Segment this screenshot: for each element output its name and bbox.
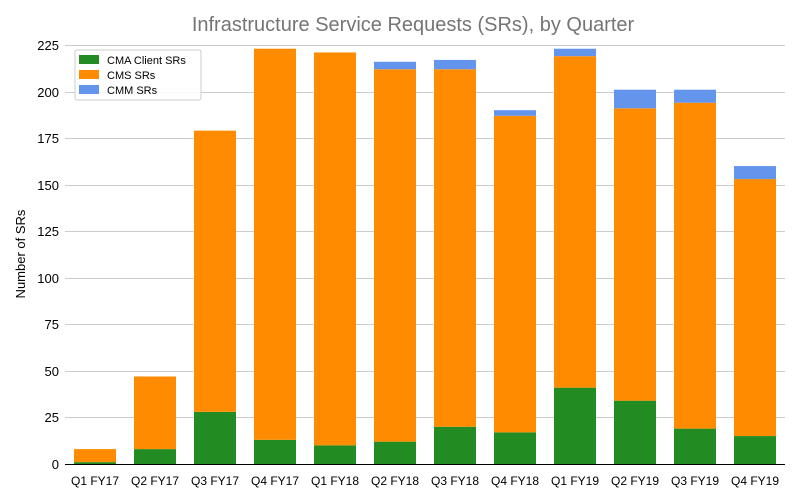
y-tick-label: 75	[45, 317, 59, 332]
legend-swatch	[79, 70, 99, 79]
y-axis-label: Number of SRs	[13, 209, 28, 298]
bar-cma-client-srs-q2-fy18	[374, 441, 416, 464]
y-tick-label: 50	[45, 364, 59, 379]
chart-title: Infrastructure Service Requests (SRs), b…	[192, 14, 635, 36]
y-tick-label: 100	[37, 271, 59, 286]
bar-cms-srs-q3-fy17	[194, 130, 236, 412]
y-tick-label: 25	[45, 410, 59, 425]
bar-cmm-srs-q2-fy19	[614, 89, 656, 109]
bar-cms-srs-q4-fy17	[254, 48, 296, 440]
y-axis-ticks: 0 25 50 75 100 125 150 175 200 225	[37, 38, 59, 472]
y-tick-label: 175	[37, 131, 59, 146]
bar-cma-client-srs-q4-fy18	[494, 432, 536, 464]
legend-swatch	[79, 85, 99, 94]
bar-cms-srs-q3-fy19	[674, 102, 716, 429]
bar-cma-client-srs-q2-fy17	[134, 449, 176, 464]
bar-cmm-srs-q2-fy18	[374, 61, 416, 70]
x-tick-label: Q2 FY18	[371, 474, 419, 488]
x-axis-ticks: Q1 FY17 Q2 FY17 Q3 FY17 Q4 FY17 Q1 FY18 Q2 FY…	[71, 474, 779, 488]
y-tick-label: 150	[37, 178, 59, 193]
x-tick-label: Q4 FY18	[491, 474, 539, 488]
bar-cmm-srs-q1-fy19	[554, 48, 596, 57]
bar-cmm-srs-q4-fy19	[734, 166, 776, 180]
bar-cms-srs-q1-fy18	[314, 52, 356, 446]
bar-cma-client-srs-q2-fy19	[614, 400, 656, 464]
bar-cma-client-srs-q3-fy18	[434, 426, 476, 464]
bar-cma-client-srs-q3-fy19	[674, 428, 716, 464]
y-tick-label: 125	[37, 224, 59, 239]
y-tick-label: 0	[52, 457, 59, 472]
y-tick-label: 200	[37, 85, 59, 100]
x-tick-label: Q4 FY17	[251, 474, 299, 488]
y-tick-label: 225	[37, 38, 59, 53]
x-tick-label: Q3 FY19	[671, 474, 719, 488]
bar-cms-srs-q2-fy17	[134, 376, 176, 450]
legend-label: CMM SRs	[107, 85, 158, 97]
gridlines	[65, 45, 785, 418]
bar-cmm-srs-q3-fy19	[674, 89, 716, 103]
legend-label: CMS SRs	[107, 70, 156, 82]
x-tick-label: Q4 FY19	[731, 474, 779, 488]
legend: CMA Client SRs CMS SRs CMM SRs	[74, 49, 202, 101]
legend-box	[74, 49, 202, 101]
legend-swatch	[79, 55, 99, 64]
bar-cma-client-srs-q3-fy17	[194, 411, 236, 464]
bar-cms-srs-q4-fy19	[734, 179, 776, 437]
bar-cms-srs-q1-fy17	[74, 449, 116, 463]
x-tick-label: Q3 FY17	[191, 474, 239, 488]
bar-cmm-srs-q3-fy18	[434, 59, 476, 70]
bar-cms-srs-q4-fy18	[494, 115, 536, 433]
bar-cma-client-srs-q1-fy19	[554, 387, 596, 464]
x-tick-label: Q3 FY18	[431, 474, 479, 488]
bar-cma-client-srs-q1-fy17	[74, 462, 116, 464]
x-tick-label: Q2 FY19	[611, 474, 659, 488]
bar-cma-client-srs-q4-fy17	[254, 439, 296, 464]
bar-cma-client-srs-q4-fy19	[734, 436, 776, 464]
x-tick-label: Q2 FY17	[131, 474, 179, 488]
bar-cms-srs-q1-fy19	[554, 56, 596, 388]
bars	[74, 48, 776, 464]
bar-cma-client-srs-q1-fy18	[314, 445, 356, 464]
x-tick-label: Q1 FY17	[71, 474, 119, 488]
bar-cms-srs-q3-fy18	[434, 69, 476, 427]
x-tick-label: Q1 FY18	[311, 474, 359, 488]
legend-label: CMA Client SRs	[107, 55, 186, 67]
bar-cms-srs-q2-fy19	[614, 108, 656, 401]
bar-cmm-srs-q4-fy18	[494, 110, 536, 116]
bar-cms-srs-q2-fy18	[374, 69, 416, 442]
x-tick-label: Q1 FY19	[551, 474, 599, 488]
